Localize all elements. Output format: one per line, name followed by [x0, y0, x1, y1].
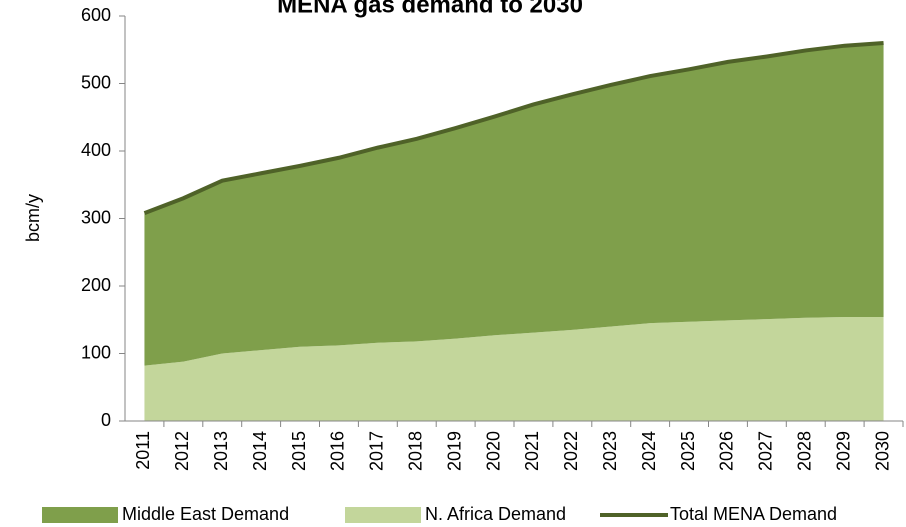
y-tick-label: 200 [81, 275, 111, 295]
legend-label: N. Africa Demand [425, 504, 566, 524]
chart-title: MENA gas demand to 2030 [277, 0, 583, 18]
legend-label: Total MENA Demand [670, 504, 837, 524]
y-tick-label: 600 [81, 5, 111, 25]
y-tick-label: 500 [81, 72, 111, 92]
x-tick-label: 2015 [289, 431, 309, 471]
area [144, 317, 884, 421]
x-tick-label: 2013 [211, 431, 231, 471]
x-tick-label: 2030 [872, 431, 892, 471]
x-tick-label: 2016 [328, 431, 348, 471]
x-tick-label: 2011 [133, 431, 153, 470]
legend-swatch [345, 507, 421, 523]
y-tick-label: 400 [81, 140, 111, 160]
x-tick-label: 2027 [756, 431, 776, 471]
x-tick-label: 2014 [250, 431, 270, 471]
x-tick-label: 2029 [833, 431, 853, 471]
x-tick-label: 2026 [717, 431, 737, 471]
x-tick-label: 2020 [483, 431, 503, 471]
x-tick-label: 2018 [406, 431, 426, 471]
x-tick-label: 2017 [367, 431, 387, 471]
legend-swatch [42, 507, 118, 523]
x-tick-label: 2023 [600, 431, 620, 471]
y-tick-label: 300 [81, 207, 111, 227]
x-tick-label: 2025 [678, 431, 698, 471]
line [143, 41, 884, 215]
y-axis-label: bcm/y [23, 194, 43, 242]
y-tick-label: 0 [101, 410, 111, 430]
legend-label: Middle East Demand [122, 504, 289, 524]
x-tick-label: 2028 [795, 431, 815, 471]
area [144, 43, 884, 366]
x-tick-label: 2019 [444, 431, 464, 471]
x-tick-label: 2022 [561, 431, 581, 471]
x-tick-label: 2012 [172, 431, 192, 471]
y-tick-label: 100 [81, 342, 111, 362]
x-tick-label: 2024 [639, 431, 659, 471]
x-tick-label: 2021 [522, 431, 542, 471]
